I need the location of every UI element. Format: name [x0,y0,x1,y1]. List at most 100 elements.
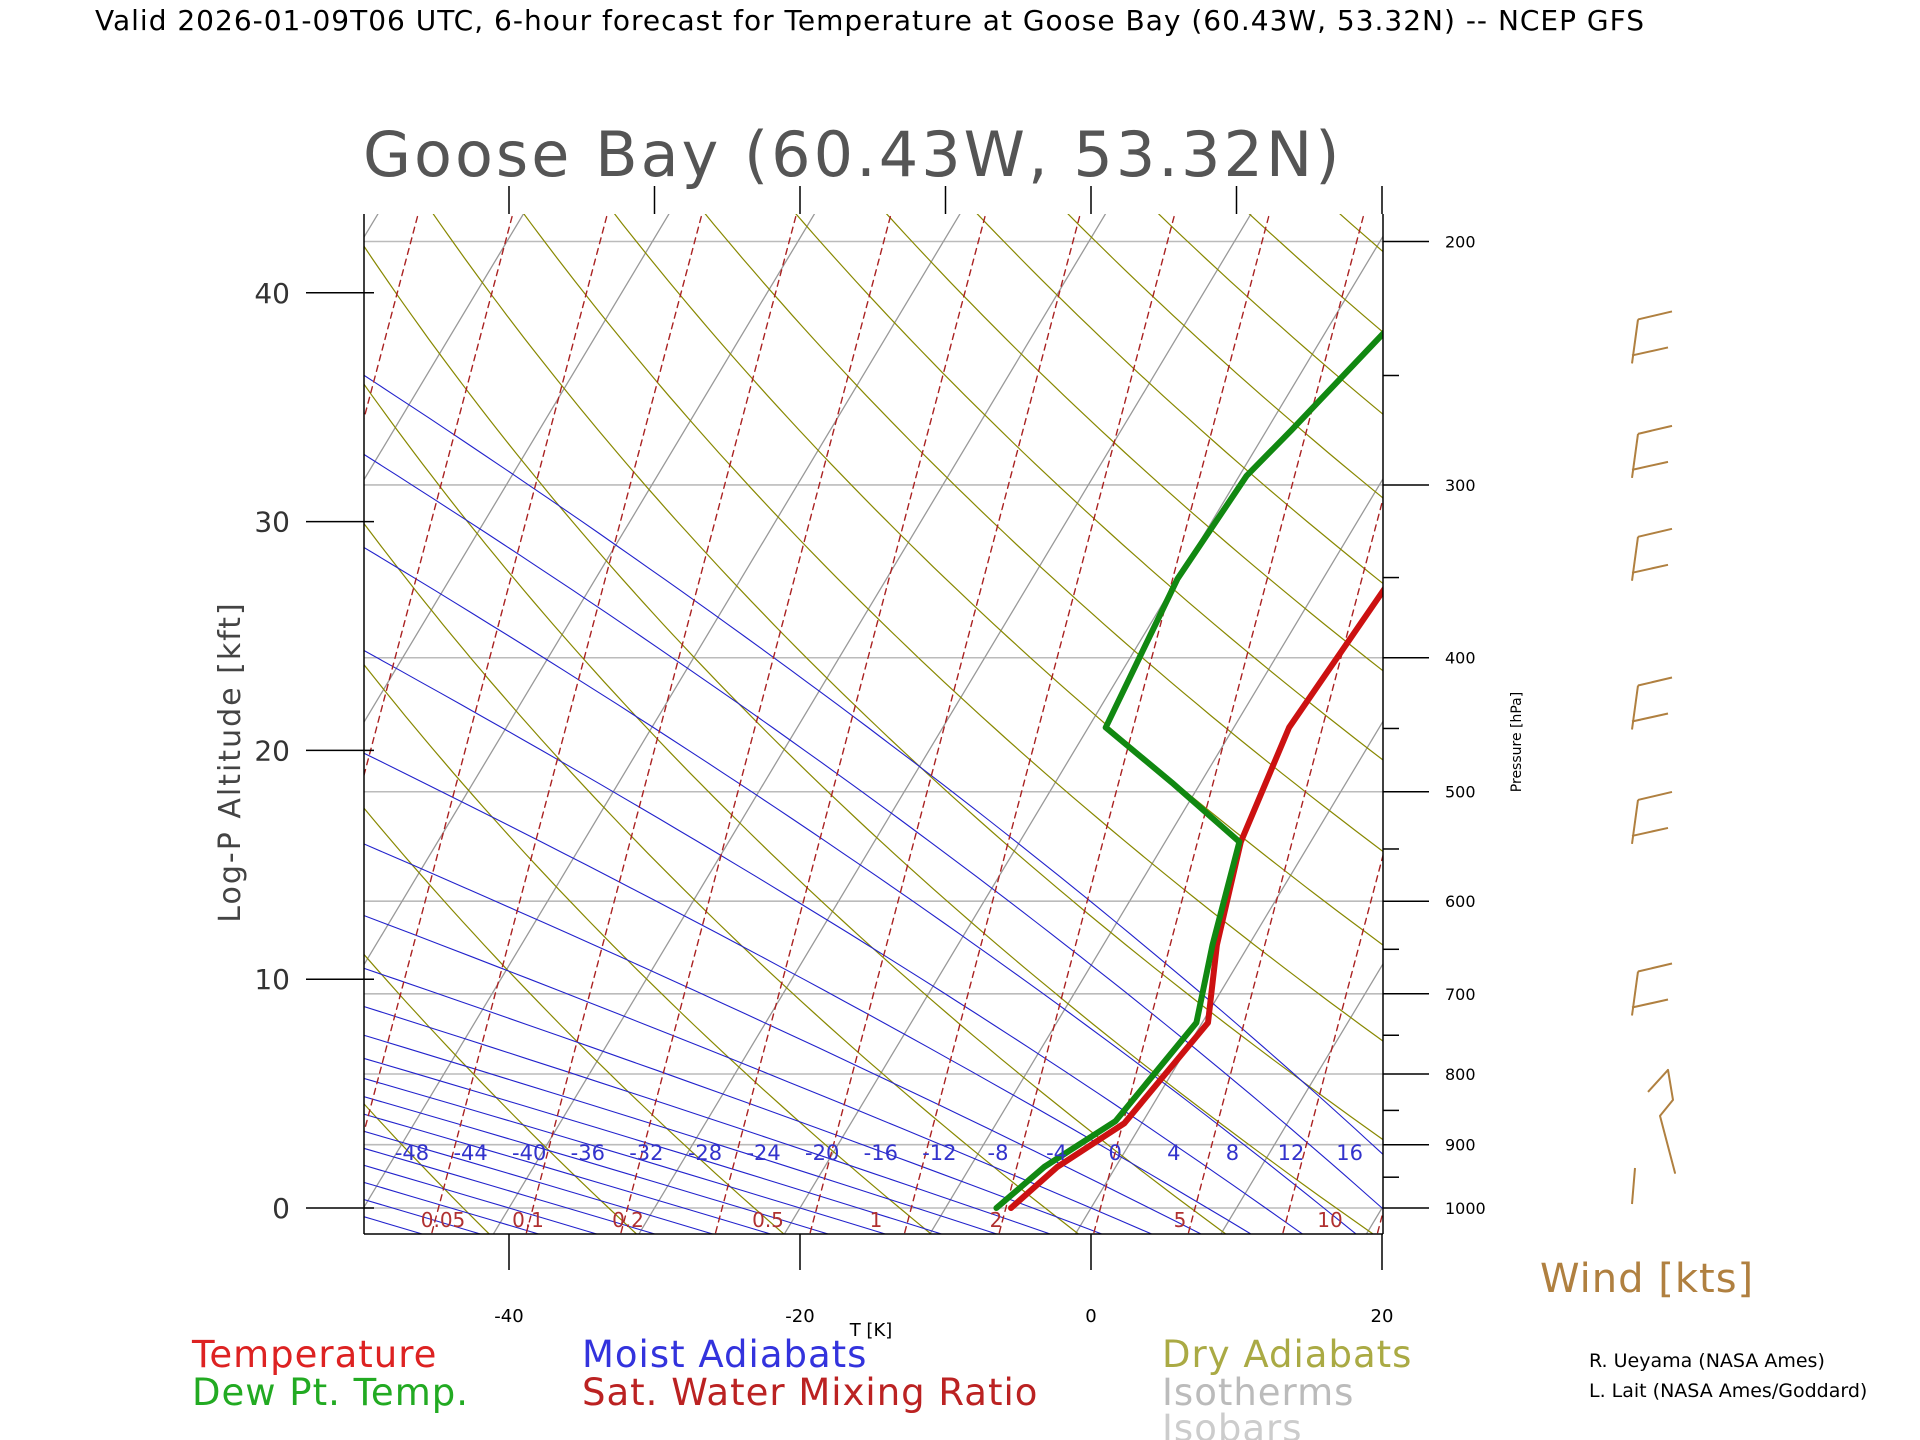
mixing-ratio-line [364,214,419,422]
wind-barb [1631,310,1673,364]
wind-barb-flag [1637,962,1673,973]
wind-barb-flag [1637,310,1673,321]
mixing-ratio-line [364,214,514,778]
dry-adiabat-line [613,214,1383,946]
mixing-ratio-line [0,178,239,1253]
legend-isotherms: Isotherms [1162,1371,1354,1414]
legend-dewpoint: Dew Pt. Temp. [192,1371,469,1414]
moist-adiabat-label: -44 [453,1141,487,1165]
moist-adiabat-label: -40 [512,1141,546,1165]
moist-adiabat-line [364,649,1304,1234]
isotherm-line [492,214,1107,1234]
dry-adiabat-line [1479,178,1920,1253]
moist-adiabat-line [364,1113,773,1234]
y-tick-label: 10 [254,963,290,996]
moist-adiabat-line [364,1096,830,1234]
pressure-tick-label: 400 [1445,649,1476,668]
isotherm-line [638,214,1252,1234]
dry-adiabat-line [1157,214,1383,415]
wind-barb [1631,1167,1636,1205]
moist-adiabat-label: 16 [1336,1141,1363,1165]
moist-adiabat-label: -48 [395,1141,429,1165]
wind-barb-flag [1637,790,1673,801]
moist-adiabat-line [364,1181,541,1234]
y-tick-label: 40 [254,277,290,310]
dry-adiabat-line [523,214,1383,1042]
mixing-ratio-label: 0.5 [752,1208,784,1232]
dry-adiabat-line [1339,214,1383,253]
wind-barb-flag [1631,460,1669,471]
y-axis-label: Log-P Altitude [kft] [213,601,248,922]
legend-temperature: Temperature [191,1333,437,1376]
mixing-ratio-label: 5 [1174,1208,1187,1232]
isotherm-line [364,214,670,724]
y-tick-label: 30 [254,506,290,539]
moist-adiabat-label: -28 [688,1141,722,1165]
isotherm-line [1500,178,1920,1253]
mixing-ratio-label: 2 [990,1208,1003,1232]
x-tick-label: -20 [785,1306,814,1327]
moist-adiabat-line [364,843,1203,1234]
legend-isobars: Isobars [1162,1407,1302,1440]
wind-barb-flag [1637,676,1673,687]
x-tick-label: 20 [1371,1306,1394,1327]
plot-frame [363,214,1384,1235]
mixing-ratio-line [1187,496,1383,1234]
mixing-ratio-line [619,214,892,1234]
wind-barb-staff [1631,536,1639,581]
isotherm-line [0,178,108,1253]
wind-barb-flag [1631,826,1669,837]
pressure-tick-label: 200 [1445,232,1476,251]
moist-adiabat-line [364,915,1154,1234]
isotherm-line [783,235,1383,1234]
moist-adiabat-label: -20 [805,1141,839,1165]
x-tick-label: -40 [494,1306,523,1327]
credit-line-2: L. Lait (NASA Ames/Goddard) [1589,1380,1867,1402]
mixing-ratio-label: 1 [870,1208,883,1232]
dry-adiabat-line [364,522,1080,1234]
moist-adiabat-label: 4 [1167,1141,1180,1165]
mixing-ratio-label: 0.05 [421,1208,466,1232]
credit-line-1: R. Ueyama (NASA Ames) [1589,1350,1825,1372]
legend-mixing-ratio: Sat. Water Mixing Ratio [582,1371,1038,1414]
isotherm-line [1646,178,1920,1253]
isotherm-line [1365,1205,1383,1234]
wind-barb-flag [1637,527,1673,538]
isotherm-line [364,214,525,481]
pressure-tick-label: 700 [1445,985,1476,1004]
dry-adiabat-line [364,663,933,1234]
wind-barb [1631,424,1673,478]
mixing-ratio-label: 0.2 [612,1208,644,1232]
moist-adiabat-line [364,1005,1052,1234]
mixing-ratio-line [430,214,703,1234]
moist-adiabat-line [364,967,1104,1234]
wind-barbs [1631,310,1676,1205]
moist-adiabat-line [364,1077,888,1234]
moist-adiabat-line [364,1130,715,1234]
dry-adiabat-line [1067,214,1383,499]
isotherm-line [364,214,816,966]
mixing-ratio-line [48,178,333,1253]
mixing-ratio-label: 10 [1317,1208,1342,1232]
wind-barb-staff [1631,319,1639,364]
wind-barb-staff [1631,971,1639,1016]
pressure-axis-label: Pressure [hPa] [1509,692,1525,792]
mixing-ratio-line [1092,214,1365,1234]
wind-barb-staff [1631,685,1639,730]
isotherm-line [929,477,1383,1234]
temperature-profile [1008,585,1383,1211]
pressure-tick-label: 900 [1445,1136,1476,1155]
moist-adiabat-line [364,752,1252,1234]
wind-barb-staff [1631,799,1639,845]
x-axis-label: T [K] [849,1320,893,1341]
dry-adiabat-line [885,214,1383,672]
moist-adiabat-line [364,546,1357,1234]
dry-adiabat-line [1657,178,1920,1253]
figure-title: Valid 2026-01-09T06 UTC, 6-hour forecast… [95,4,1645,37]
moist-adiabat-line [364,453,1383,1210]
isotherm-line [364,214,961,1209]
mixing-ratio-line [714,214,987,1234]
mixing-ratio-line [809,214,1081,1234]
dry-adiabat-line [1835,178,1920,1253]
